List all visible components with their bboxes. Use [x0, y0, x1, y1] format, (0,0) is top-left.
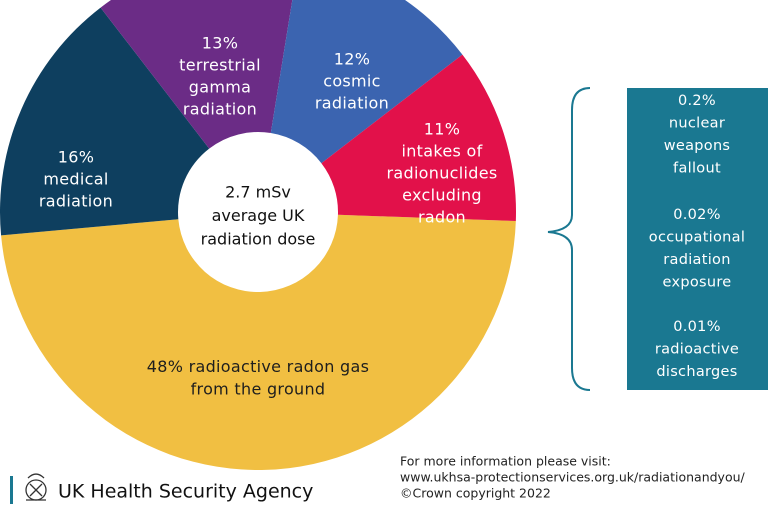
- box-line: discharges: [656, 364, 737, 380]
- bracket: [547, 87, 591, 391]
- category-label: gamma: [189, 78, 251, 97]
- donut: [0, 0, 516, 471]
- agency-name: UK Health Security Agency: [58, 481, 313, 503]
- crest: [25, 473, 47, 501]
- box-line: exposure: [662, 275, 731, 291]
- category-label: radiation: [315, 94, 389, 113]
- footer-info: For more information please visit:: [400, 454, 611, 469]
- side-box: [627, 88, 768, 390]
- segment-label: 48% radioactive radon gas: [147, 357, 370, 376]
- category-label: cosmic: [323, 72, 381, 91]
- box-line: weapons: [664, 138, 731, 154]
- box-line: radiation: [663, 252, 730, 268]
- category-label: radiation: [39, 192, 113, 211]
- value-label: 16%: [58, 148, 94, 167]
- footer-info: ©Crown copyright 2022: [400, 486, 551, 501]
- category-label: terrestrial: [179, 56, 261, 75]
- category-label: radionuclides: [387, 164, 498, 183]
- box-line: radioactive: [655, 342, 739, 358]
- donut-segment: [270, 0, 463, 164]
- footer-info: www.ukhsa-protectionservices.org.uk/radi…: [400, 470, 746, 485]
- box-percent: 0.2%: [678, 93, 716, 109]
- donut-segment: [321, 54, 516, 222]
- center-label: average UK: [212, 206, 305, 225]
- donut-segment: [0, 7, 210, 236]
- donut-segment: [100, 0, 293, 149]
- value-label: 13%: [202, 34, 238, 53]
- value-label: 11%: [424, 120, 460, 139]
- center-label: radiation dose: [201, 230, 316, 249]
- category-label: intakes of: [401, 142, 482, 161]
- center-label: 2.7 mSv: [225, 183, 291, 202]
- category-label: radon: [418, 208, 466, 227]
- box-percent: 0.02%: [673, 207, 721, 223]
- category-label: radiation: [183, 100, 257, 119]
- box-percent: 0.01%: [673, 319, 721, 335]
- donut-segment: [1, 214, 516, 471]
- category-label: radioactive radon gas: [189, 357, 370, 376]
- value-label: 48%: [147, 357, 183, 376]
- box-line: occupational: [649, 230, 745, 246]
- category-label: medical: [43, 170, 108, 189]
- value-label: 12%: [334, 50, 370, 69]
- logo-bar: [10, 476, 13, 504]
- box-line: nuclear: [669, 116, 725, 132]
- category-label: excluding: [402, 186, 482, 205]
- category-label: from the ground: [191, 380, 326, 399]
- box-line: fallout: [673, 161, 721, 177]
